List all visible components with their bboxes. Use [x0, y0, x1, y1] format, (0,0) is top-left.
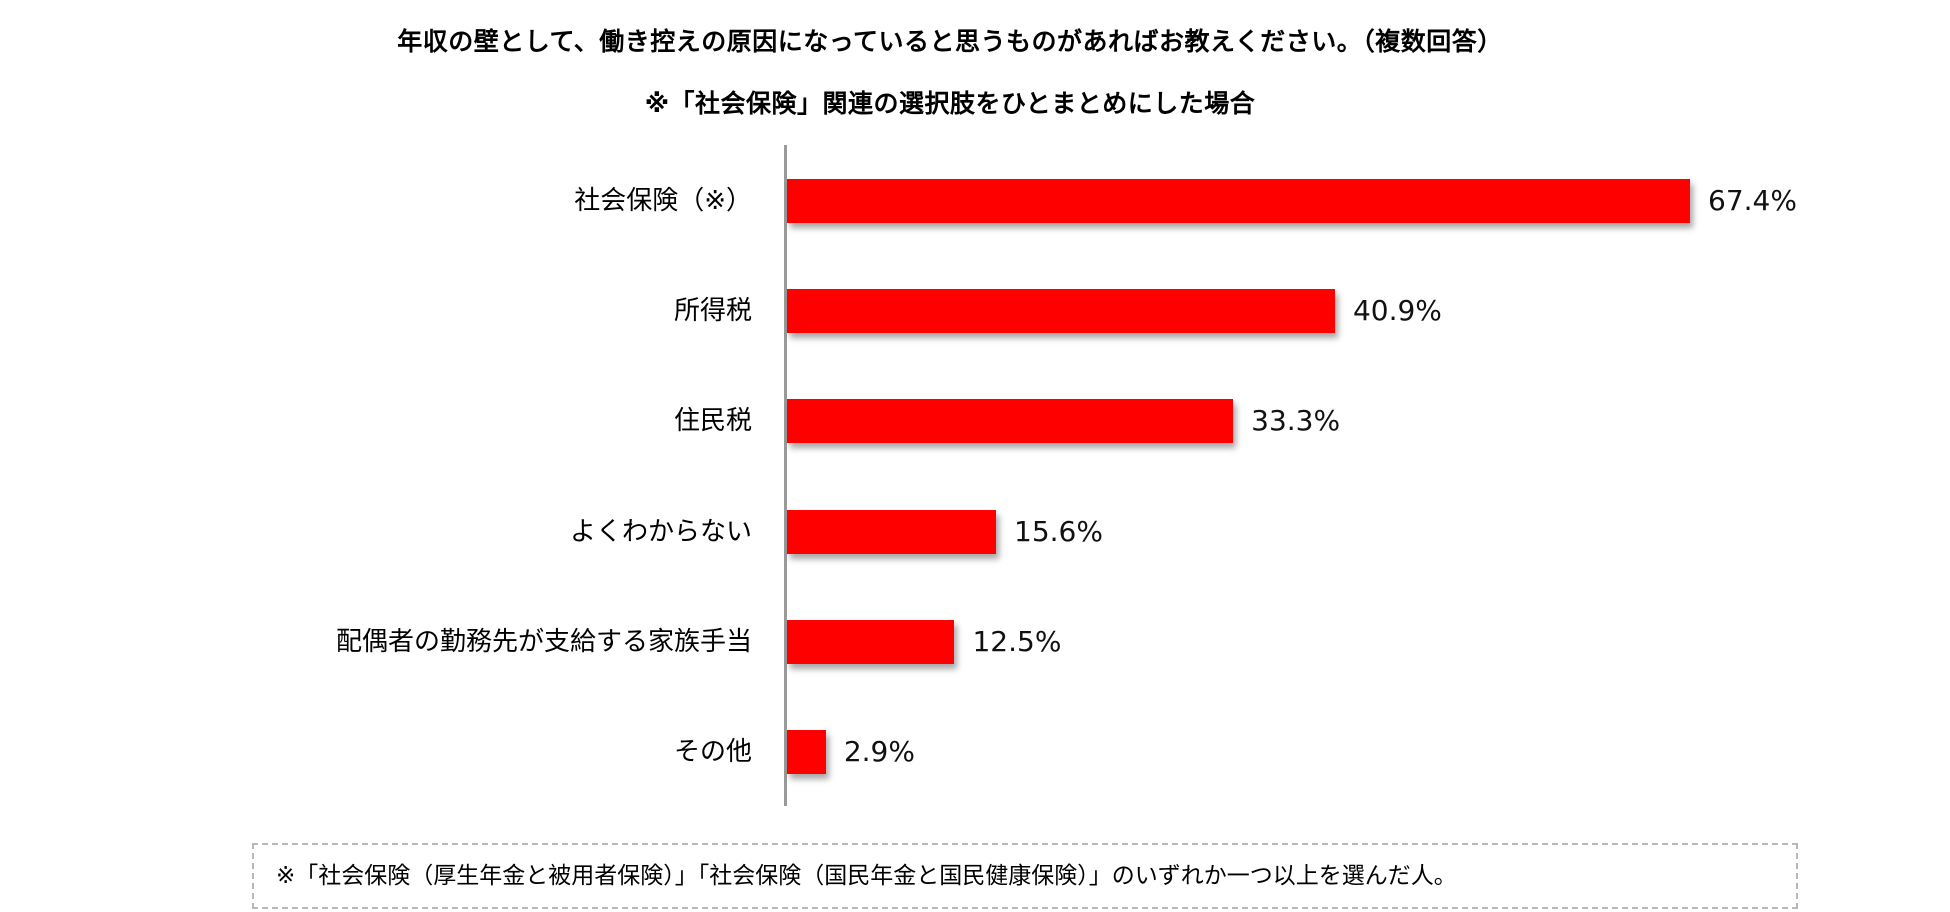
bar: [787, 510, 996, 554]
value-label: 67.4%: [1708, 184, 1797, 217]
bar-row: その他 2.9%: [0, 730, 1950, 774]
value-label: 15.6%: [1014, 515, 1103, 548]
bar-row: よくわからない 15.6%: [0, 510, 1950, 554]
value-label: 12.5%: [972, 625, 1062, 658]
value-label: 33.3%: [1251, 404, 1341, 437]
chart-subtitle: ※「社会保険」関連の選択肢をひとまとめにした場合: [644, 89, 1256, 118]
category-label: 住民税: [673, 406, 752, 436]
bar: [787, 399, 1234, 443]
category-label: その他: [673, 737, 752, 767]
bar-row: 配偶者の勤務先が支給する家族手当 12.5%: [0, 620, 1950, 664]
category-label: 所得税: [673, 296, 752, 326]
footnote-text: ※「社会保険（厚生年金と被用者保険）」「社会保険（国民年金と国民健康保険）」のい…: [276, 863, 1457, 889]
bar-row: 所得税 40.9%: [0, 289, 1950, 333]
category-label: 社会保険（※）: [574, 186, 752, 216]
category-label: よくわからない: [569, 517, 752, 547]
bar: [787, 179, 1690, 223]
bar: [787, 289, 1335, 333]
value-label: 2.9%: [843, 735, 915, 768]
bar-row: 住民税 33.3%: [0, 399, 1950, 443]
bar: [787, 730, 826, 774]
value-label: 40.9%: [1352, 294, 1442, 327]
chart-title: 年収の壁として、働き控えの原因になっていると思うものがあればお教えください。（複…: [397, 27, 1503, 56]
bar: [787, 620, 955, 664]
bar-row: 社会保険（※） 67.4%: [0, 179, 1950, 223]
category-axis-line: [784, 145, 787, 806]
category-label: 配偶者の勤務先が支給する家族手当: [335, 627, 752, 657]
footnote-box: ※「社会保険（厚生年金と被用者保険）」「社会保険（国民年金と国民健康保険）」のい…: [252, 843, 1798, 909]
